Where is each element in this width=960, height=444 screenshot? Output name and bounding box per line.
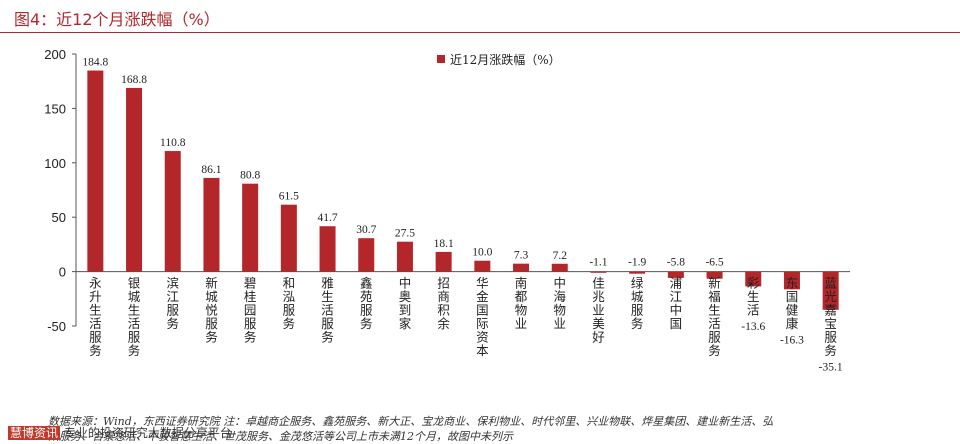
bar	[203, 177, 220, 272]
category-label: 蓝光嘉宝服务	[824, 276, 837, 359]
bar	[164, 151, 181, 272]
figure-title: 图4：近12个月涨跌幅（%）	[14, 10, 220, 29]
category-label: 雅生活服务	[321, 276, 334, 345]
category-label: 碧桂园服务	[244, 276, 257, 345]
category-label: 南都物业	[515, 276, 528, 332]
bar	[745, 271, 762, 287]
source-note-cont: 阳服务、合景悠活、中骏智慧生活、世茂服务、金茂悠活等公司上市未满12个月，故图中…	[48, 430, 513, 443]
category-label: 和泓服务	[283, 276, 296, 332]
category-label: 银城生活服务	[128, 276, 141, 359]
bar	[358, 238, 375, 272]
category-label: 东国健康	[786, 276, 799, 332]
data-label: 80.8	[240, 170, 260, 182]
category-labels: 永升生活服务 银城生活服务 滨江服务 新城悦服务 碧桂园服务 和泓服务 雅生活服务 鑫苑服务 中…	[89, 276, 837, 359]
data-label: 61.5	[279, 191, 299, 203]
bar-chart: -50 0 50 100 150 200 184.8 168.8 110.8 86.1 80.8 6…	[44, 47, 850, 374]
bars	[87, 70, 839, 310]
y-tick-label: 200	[44, 47, 66, 62]
data-label: -1.9	[628, 257, 646, 269]
bar	[551, 263, 568, 272]
category-label: 招商积余	[437, 276, 450, 332]
watermark: 慧博资讯 专业的投资研究大数据分享平台	[8, 424, 232, 441]
bar	[87, 70, 104, 272]
legend: 近12月涨跌幅（%）	[437, 52, 561, 67]
bar	[435, 251, 452, 272]
category-label: 永升生活服务	[89, 276, 102, 359]
title-bar: 图4：近12个月涨跌幅（%）	[0, 0, 960, 33]
category-label: 新城悦服务	[205, 276, 218, 345]
data-label: 7.3	[514, 250, 529, 262]
bar	[396, 241, 413, 272]
category-label: 浦江中国	[670, 276, 683, 332]
source-note: 数据来源：Wind，东西证券研究院 注：卓越商企服务、鑫苑服务、新大正、宝龙商业…	[48, 415, 774, 428]
data-label: 86.1	[201, 164, 221, 176]
y-tick-label: 50	[52, 210, 66, 225]
data-label: 10.0	[472, 247, 492, 259]
bar	[242, 183, 259, 272]
bar	[126, 87, 143, 272]
bar	[280, 204, 297, 272]
data-label: 18.1	[434, 238, 454, 250]
y-tick-label: 150	[44, 101, 66, 116]
legend-swatch	[437, 55, 445, 63]
bar	[706, 271, 723, 279]
data-label: 184.8	[82, 57, 108, 69]
category-label: 新福生活服务	[708, 276, 721, 359]
category-label: 滨江服务	[166, 276, 179, 332]
y-tick-label: 0	[59, 265, 66, 280]
y-tick-label: -50	[47, 319, 66, 334]
data-label: 168.8	[121, 74, 147, 86]
watermark-text: 专业的投资研究大数据分享平台	[63, 426, 232, 440]
data-label: -5.8	[667, 257, 685, 269]
category-label: 鑫苑服务	[360, 276, 373, 332]
bar	[783, 271, 800, 290]
y-tick-label: 100	[44, 156, 66, 171]
y-axis: -50 0 50 100 150 200	[44, 47, 850, 334]
bar	[513, 263, 530, 272]
data-label: -1.1	[589, 257, 607, 269]
category-label: 中奥到家	[399, 276, 412, 332]
bar	[590, 271, 607, 273]
data-label: -6.5	[705, 257, 723, 269]
data-label: 30.7	[356, 224, 376, 236]
category-label: 佳兆业美好	[592, 276, 605, 345]
data-label: -16.3	[780, 335, 804, 347]
category-label: 中海物业	[553, 276, 566, 332]
watermark-brand: 慧博资讯	[8, 426, 61, 440]
bar	[667, 271, 684, 278]
data-label: 27.5	[395, 228, 415, 240]
category-label: 绿城服务	[631, 276, 644, 332]
legend-label: 近12月涨跌幅（%）	[450, 52, 561, 67]
bar	[822, 271, 839, 310]
data-label: -13.6	[741, 321, 765, 333]
data-label: 7.2	[553, 250, 568, 262]
data-labels: 184.8 168.8 110.8 86.1 80.8 61.5 41.7 30.7 27.5 1…	[82, 57, 842, 374]
data-label: 110.8	[160, 137, 186, 149]
bar	[629, 271, 646, 274]
category-label: 华金国际资本	[476, 276, 489, 359]
data-label: 41.7	[317, 212, 337, 224]
bar	[319, 226, 336, 272]
category-label: 彩生活	[747, 276, 760, 318]
data-label: -35.1	[819, 362, 843, 374]
bar	[474, 260, 491, 272]
